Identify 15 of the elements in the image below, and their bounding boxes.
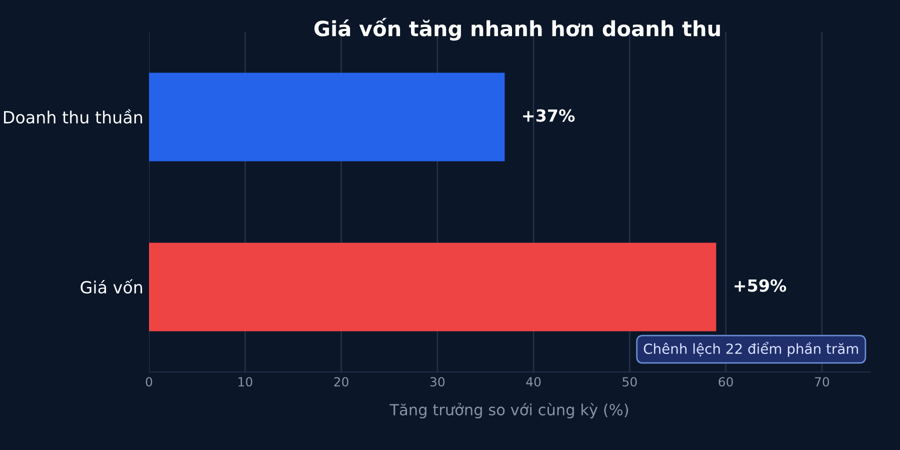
- x-tick-label: 0: [146, 377, 152, 387]
- x-tick-label: 70: [815, 377, 830, 387]
- chart-title: Giá vốn tăng nhanh hơn doanh thu: [314, 18, 720, 41]
- x-tick-label: 50: [622, 377, 637, 387]
- x-tick-label: 10: [238, 377, 252, 387]
- annotation: Chênh lệch 22 điểm phần trăm: [644, 342, 858, 357]
- x-tick-label: 60: [718, 377, 733, 387]
- x-tick-label: 30: [430, 377, 445, 387]
- x-tick-label: 40: [526, 377, 541, 387]
- x-tick-label: 20: [334, 377, 348, 387]
- y-tick-label: Giá vốn: [80, 279, 142, 294]
- data-label: +37%: [523, 109, 575, 122]
- data-label: +59%: [734, 279, 786, 292]
- y-tick-label: Doanh thu thuần: [4, 109, 142, 124]
- x-axis-title: Tăng trưởng so với cùng kỳ (%): [390, 402, 628, 418]
